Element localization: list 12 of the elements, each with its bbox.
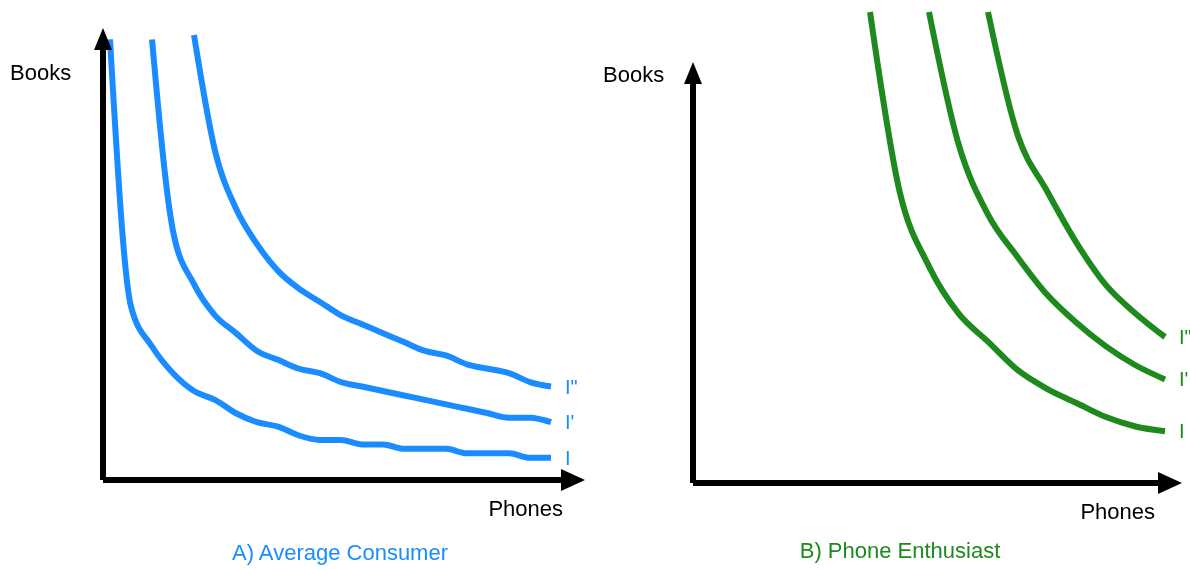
text: B) Phone Enthusiast: [799, 538, 1001, 563]
x-axis-title: Phones: [488, 496, 563, 521]
y-axis-title: Books: [10, 60, 72, 85]
text: A) Average Consumer: [231, 540, 449, 565]
series-label: I': [565, 411, 575, 434]
series-label: I: [1179, 420, 1185, 443]
y-axis-title: Books: [603, 62, 665, 87]
series-label: I": [565, 375, 578, 398]
series-label: I: [565, 446, 571, 469]
series-label: I": [1179, 325, 1190, 348]
x-axis-title: Phones: [1080, 499, 1155, 524]
series-label: I': [1179, 368, 1189, 391]
